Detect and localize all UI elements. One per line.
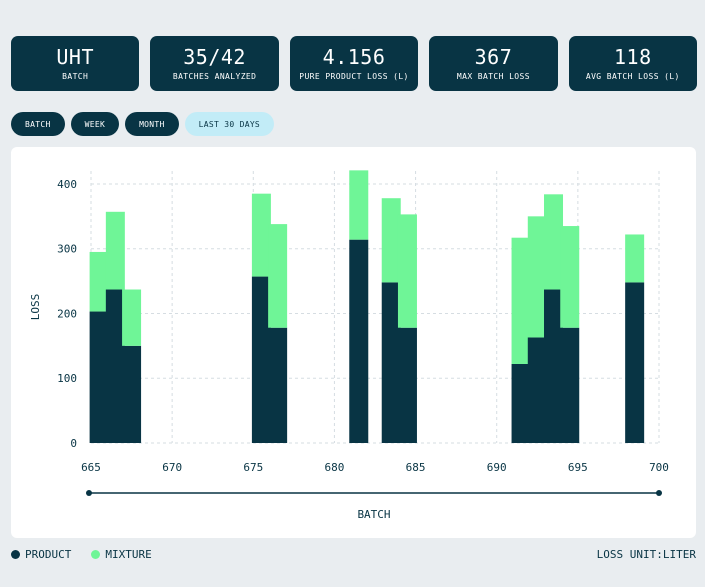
bar-product xyxy=(560,327,580,443)
y-axis-label: LOSS xyxy=(29,294,42,321)
x-tick-label: 675 xyxy=(243,461,263,474)
bar-mixture xyxy=(381,198,401,283)
product-swatch-icon xyxy=(11,550,20,559)
kpi-value: 367 xyxy=(474,44,513,69)
bar-product xyxy=(268,327,288,443)
legend-mixture-label: MIXTURE xyxy=(105,548,152,561)
mixture-swatch-icon xyxy=(91,550,101,559)
bar-product xyxy=(89,311,109,443)
kpi-value: UHT xyxy=(56,44,95,69)
kpi-avg-batch-loss: 118 AVG BATCH LOSS (L) xyxy=(568,36,698,91)
bar-product xyxy=(511,363,531,443)
kpi-batch: UHT BATCH xyxy=(11,36,140,91)
chart-card: 0 100 200 300 400 665 670 675 680 685 690 695 700 LOS… xyxy=(11,147,696,538)
kpi-label: MAX BATCH LOSS xyxy=(456,71,530,81)
y-tick-label: 300 xyxy=(57,243,77,256)
range-start-handle xyxy=(86,490,92,496)
bar-product xyxy=(251,276,271,443)
x-axis-label: BATCH xyxy=(357,508,390,521)
kpi-max-batch-loss: 367 MAX BATCH LOSS xyxy=(429,36,558,91)
filter-week-button[interactable]: WEEK xyxy=(70,112,120,136)
kpi-row: UHT BATCH 35/42 BATCHES ANALYZED 4.156 P… xyxy=(11,36,698,91)
kpi-value: 35/42 xyxy=(183,44,246,69)
y-tick-label: 100 xyxy=(57,372,77,385)
y-tick-label: 400 xyxy=(57,178,77,191)
loss-bar-chart: 0 100 200 300 400 665 670 675 680 685 690 695 700 LOS… xyxy=(29,170,669,521)
bar-product xyxy=(381,282,401,443)
bar-product xyxy=(544,289,564,443)
kpi-label: AVG BATCH LOSS (L) xyxy=(585,71,680,81)
bar-product xyxy=(122,345,142,443)
loss-unit-label: LOSS UNIT:LITER xyxy=(596,548,696,561)
bar-mixture xyxy=(349,170,369,240)
legend-product-label: PRODUCT xyxy=(25,548,72,561)
x-tick-label: 690 xyxy=(487,461,507,474)
legend-mixture: MIXTURE xyxy=(91,548,152,561)
x-tick-label: 700 xyxy=(649,461,669,474)
bar-mixture xyxy=(105,211,125,290)
kpi-label: BATCHES ANALYZED xyxy=(172,71,257,81)
kpi-pure-product-loss: 4.156 PURE PRODUCT LOSS (L) xyxy=(289,36,419,91)
bar-product xyxy=(527,337,547,443)
kpi-batches-analyzed: 35/42 BATCHES ANALYZED xyxy=(150,36,279,91)
bar-mixture xyxy=(89,251,109,312)
bar-mixture xyxy=(397,214,417,328)
x-tick-label: 695 xyxy=(568,461,588,474)
chart-footer: PRODUCT MIXTURE LOSS UNIT:LITER xyxy=(11,548,696,561)
y-tick-label: 200 xyxy=(57,307,77,320)
bar-mixture xyxy=(544,194,564,290)
filter-last-30-days-button[interactable]: LAST 30 DAYS xyxy=(184,112,275,136)
bar-mixture xyxy=(251,193,271,277)
kpi-value: 118 xyxy=(614,44,652,69)
y-tick-label: 0 xyxy=(70,437,77,450)
bar-product xyxy=(625,282,645,443)
x-tick-label: 670 xyxy=(162,461,182,474)
bar-mixture xyxy=(122,289,142,346)
bar-mixture xyxy=(560,226,580,328)
x-tick-label: 680 xyxy=(324,461,344,474)
x-tick-label: 665 xyxy=(81,461,101,474)
x-tick-label: 685 xyxy=(406,461,426,474)
bar-mixture xyxy=(625,234,645,283)
bar-mixture xyxy=(511,237,531,364)
filter-batch-button[interactable]: BATCH xyxy=(11,112,65,136)
time-filter-group: BATCH WEEK MONTH LAST 30 DAYS xyxy=(11,112,275,136)
range-end-handle xyxy=(656,490,662,496)
bar-product xyxy=(349,239,369,443)
bar-mixture xyxy=(527,216,547,338)
kpi-value: 4.156 xyxy=(322,44,386,69)
kpi-label: BATCH xyxy=(62,71,89,81)
bar-product xyxy=(105,289,125,443)
legend-product: PRODUCT xyxy=(11,548,71,561)
bar-product xyxy=(397,327,417,443)
bar-mixture xyxy=(268,224,288,328)
filter-month-button[interactable]: MONTH xyxy=(125,112,179,136)
kpi-label: PURE PRODUCT LOSS (L) xyxy=(299,71,409,81)
